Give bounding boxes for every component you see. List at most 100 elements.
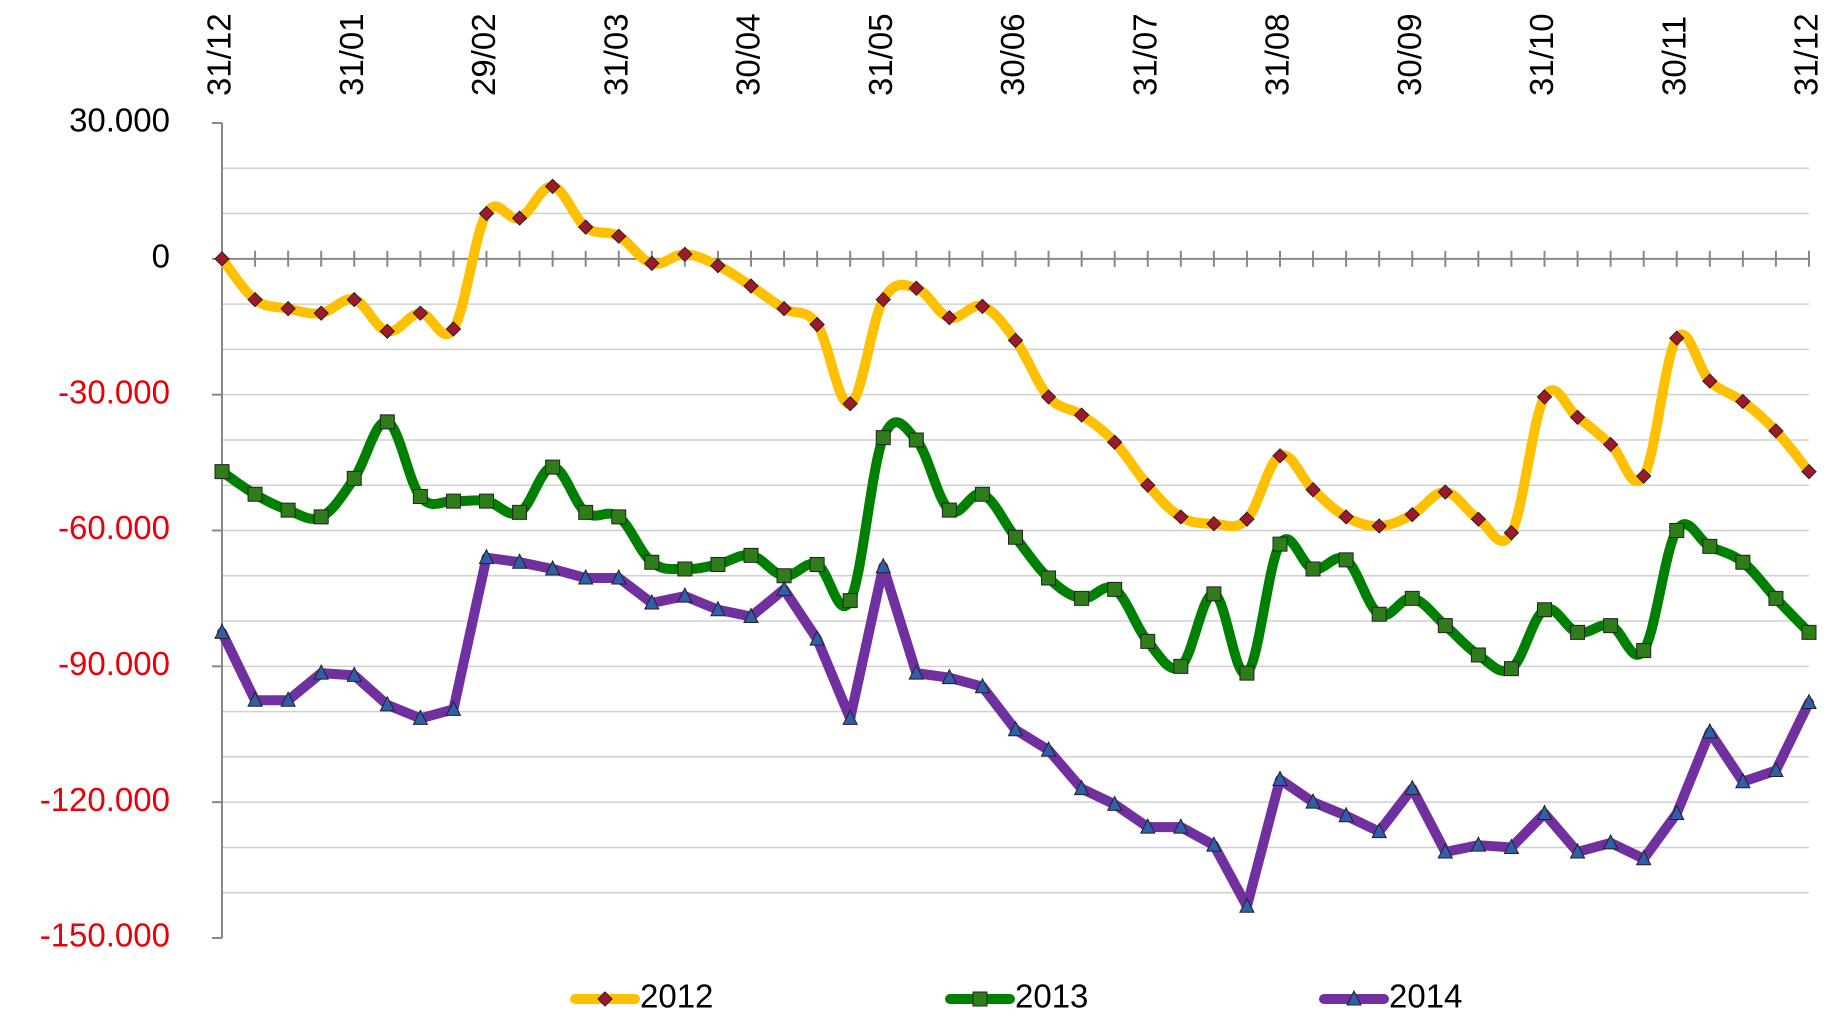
data-point [1702, 373, 1718, 389]
data-point [445, 321, 462, 337]
data-point [1404, 590, 1420, 606]
x-tick-label: 31/12 [201, 13, 238, 96]
data-point [577, 219, 594, 235]
data-point [941, 502, 957, 518]
data-point [1173, 817, 1189, 834]
data-point [313, 509, 329, 525]
data-point [1536, 389, 1553, 405]
data-point [1636, 642, 1652, 658]
data-point [743, 278, 759, 294]
data-point [1073, 779, 1090, 796]
data-point [1272, 770, 1288, 787]
data-point [1470, 836, 1487, 852]
data-point [1404, 779, 1421, 796]
data-point [1140, 633, 1156, 649]
x-tick-label: 31/07 [1126, 13, 1163, 96]
data-point [677, 246, 693, 263]
data-point [1437, 842, 1454, 859]
data-point [941, 668, 958, 685]
data-point [710, 600, 726, 617]
data-point [974, 677, 991, 694]
data-point [644, 593, 660, 610]
data-point [1371, 606, 1387, 622]
data-point [1702, 722, 1718, 739]
data-point [511, 553, 528, 569]
data-point [1073, 407, 1090, 423]
data-point [1668, 804, 1685, 820]
data-point [1635, 849, 1652, 866]
data-point [1206, 516, 1222, 532]
data-point [346, 666, 363, 682]
data-point [1801, 693, 1817, 710]
y-tick-label: -60.000 [58, 509, 170, 546]
data-point [1735, 393, 1751, 410]
data-point [346, 470, 362, 486]
data-point [379, 323, 396, 339]
data-point [1404, 506, 1420, 523]
x-tick-label: 31/01 [333, 13, 370, 96]
data-point [1569, 842, 1586, 859]
x-tick-label: 30/11 [1655, 16, 1692, 96]
data-point [1139, 817, 1156, 834]
data-point [1602, 436, 1619, 453]
data-point [1305, 561, 1321, 577]
data-point [1570, 624, 1586, 640]
data-point [1206, 586, 1222, 602]
x-tick-label: 29/02 [465, 13, 502, 96]
data-point [544, 178, 561, 195]
data-point [1702, 538, 1718, 554]
x-tick-label: 31/12 [1788, 13, 1825, 96]
legend-marker [597, 991, 613, 1007]
data-point [1107, 581, 1123, 597]
y-tick-label: -30.000 [58, 373, 170, 410]
data-point [1338, 806, 1354, 823]
data-point [577, 568, 594, 585]
y-tick-label: 30.000 [69, 102, 170, 139]
data-point [313, 664, 329, 680]
data-point [1537, 602, 1552, 618]
data-point [776, 580, 792, 596]
data-point [1007, 332, 1024, 349]
data-point [743, 547, 759, 563]
legend-label: 2014 [1389, 978, 1462, 1015]
data-point [379, 695, 396, 712]
data-point [512, 504, 528, 520]
data-point [578, 504, 594, 520]
data-point [1503, 661, 1519, 677]
data-point [214, 251, 230, 267]
data-point [1602, 833, 1619, 850]
data-point [1735, 772, 1751, 789]
data-point [1801, 624, 1817, 640]
data-point [644, 554, 660, 570]
x-tick-label: 30/09 [1391, 13, 1428, 96]
data-point [974, 298, 991, 315]
data-point [1338, 552, 1354, 568]
x-tick-label: 30/04 [730, 13, 767, 96]
data-point [1040, 389, 1057, 405]
data-point [677, 561, 693, 577]
data-point [545, 459, 561, 475]
data-point [1735, 554, 1751, 570]
data-point [478, 548, 495, 565]
data-point [1503, 525, 1520, 541]
x-tick-label: 31/03 [597, 13, 634, 96]
data-point [1669, 523, 1685, 538]
data-point [809, 316, 825, 333]
y-tick-label: -150.000 [40, 917, 170, 954]
data-point [1569, 409, 1586, 426]
data-point [776, 568, 792, 584]
data-point [875, 557, 892, 574]
data-point [611, 509, 627, 525]
data-point [1437, 484, 1454, 500]
data-point [214, 464, 230, 480]
data-point [842, 593, 858, 609]
data-point [214, 623, 230, 639]
data-point [1040, 740, 1057, 757]
data-point [1106, 795, 1123, 811]
data-point [743, 607, 759, 624]
data-point [544, 559, 561, 576]
data-point [1635, 468, 1652, 484]
data-point [1305, 793, 1321, 809]
data-point [611, 228, 627, 244]
